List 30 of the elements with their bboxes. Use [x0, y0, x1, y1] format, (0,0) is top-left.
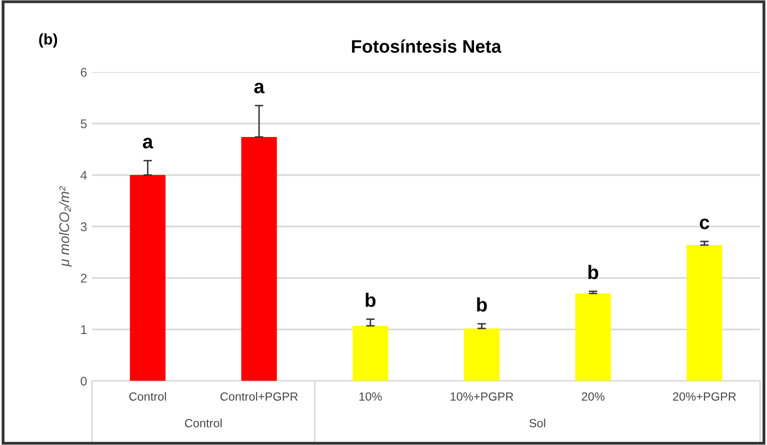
- text: (b): [39, 33, 58, 48]
- y-tick-label: 1: [81, 325, 87, 334]
- y-tick-label: 2: [80, 274, 87, 283]
- data-label: b: [477, 297, 487, 312]
- data-label: b: [588, 264, 598, 280]
- data-label: c: [700, 218, 710, 230]
- x-tick-label: 20%+PGPR: [673, 392, 736, 401]
- x-tick-label: 10%+PGPR: [450, 392, 514, 401]
- x-tick-label: 20%: [582, 392, 604, 401]
- y-tick-label: 5: [80, 119, 87, 128]
- y-axis-title: μ molCO₂/m²: [58, 186, 72, 267]
- y-tick-label: 0: [80, 376, 87, 386]
- x-tick-label: Control+PGPR: [220, 392, 298, 401]
- bar: [464, 328, 500, 381]
- x-tick-label: Control: [129, 392, 166, 401]
- data-label: a: [254, 82, 265, 94]
- bar: [241, 136, 277, 381]
- bar: [352, 326, 388, 381]
- bar: [575, 293, 611, 381]
- x-tick-label: 10%: [359, 392, 382, 401]
- data-label: b: [366, 292, 376, 307]
- bar: [130, 175, 166, 381]
- y-tick-label: 3: [80, 222, 87, 232]
- text: Control: [184, 418, 222, 428]
- data-label: a: [142, 138, 154, 148]
- text: Sol: [529, 418, 546, 428]
- y-tick-label: 6: [80, 68, 87, 77]
- bar: [686, 245, 722, 381]
- y-tick-label: 4: [80, 170, 87, 180]
- chart-title: Fotosíntesis Neta: [352, 39, 502, 53]
